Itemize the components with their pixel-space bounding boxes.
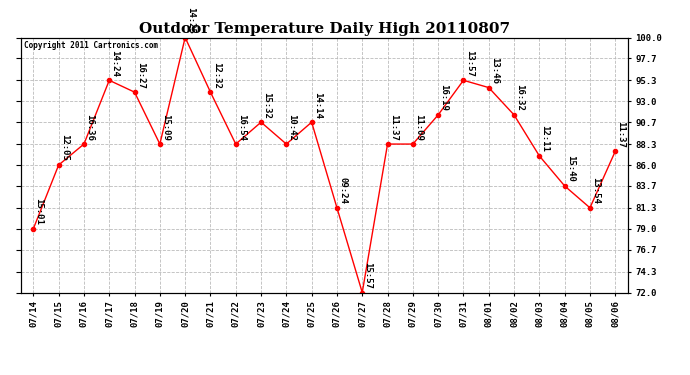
Text: 16:32: 16:32 — [515, 84, 524, 111]
Text: 11:09: 11:09 — [414, 114, 423, 140]
Text: 11:37: 11:37 — [388, 114, 398, 140]
Text: 15:57: 15:57 — [364, 262, 373, 289]
Text: 15:01: 15:01 — [34, 198, 43, 225]
Text: 15:40: 15:40 — [566, 155, 575, 182]
Text: 16:54: 16:54 — [237, 114, 246, 140]
Text: 12:05: 12:05 — [60, 135, 69, 161]
Text: 13:54: 13:54 — [591, 177, 600, 204]
Text: 12:32: 12:32 — [212, 62, 221, 88]
Text: 16:19: 16:19 — [440, 84, 449, 111]
Text: 15:09: 15:09 — [161, 114, 170, 140]
Text: 10:42: 10:42 — [288, 114, 297, 140]
Text: 13:57: 13:57 — [464, 50, 474, 76]
Text: 11:37: 11:37 — [617, 121, 626, 148]
Text: 09:24: 09:24 — [338, 177, 347, 204]
Text: 14:24: 14:24 — [110, 50, 119, 76]
Text: 14:14: 14:14 — [313, 92, 322, 118]
Text: 16:27: 16:27 — [136, 62, 145, 88]
Title: Outdoor Temperature Daily High 20110807: Outdoor Temperature Daily High 20110807 — [139, 22, 510, 36]
Text: 12:11: 12:11 — [541, 125, 550, 152]
Text: 14:25: 14:25 — [186, 7, 195, 34]
Text: 13:46: 13:46 — [490, 57, 499, 84]
Text: Copyright 2011 Cartronics.com: Copyright 2011 Cartronics.com — [23, 41, 158, 50]
Text: 16:36: 16:36 — [85, 114, 95, 140]
Text: 15:32: 15:32 — [262, 92, 271, 118]
